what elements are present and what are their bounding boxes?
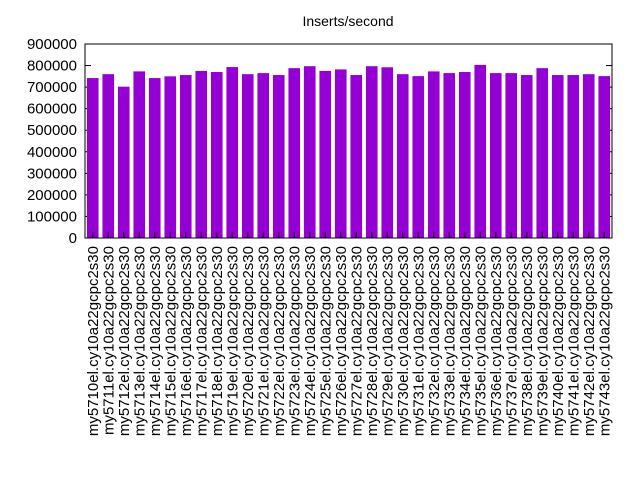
- y-tick-label: 700000: [27, 79, 77, 96]
- bar: [272, 75, 285, 238]
- bar: [427, 71, 440, 239]
- x-tick-label: my5710el.cy10a22gcpc2s30: [85, 246, 102, 436]
- x-tick-label: my5729el.cy10a22gcpc2s30: [379, 246, 396, 436]
- y-tick-label: 100000: [27, 208, 77, 225]
- x-tick-label: my5715el.cy10a22gcpc2s30: [162, 246, 179, 436]
- bar: [179, 75, 192, 238]
- x-tick-label: my5730el.cy10a22gcpc2s30: [395, 246, 412, 436]
- bar: [536, 68, 549, 239]
- x-tick-label: my5718el.cy10a22gcpc2s30: [209, 246, 226, 436]
- bar: [582, 74, 595, 238]
- x-tick-label: my5742el.cy10a22gcpc2s30: [581, 246, 598, 436]
- x-tick-label: my5732el.cy10a22gcpc2s30: [426, 246, 443, 436]
- bar: [567, 75, 580, 238]
- x-tick-label: my5717el.cy10a22gcpc2s30: [193, 246, 210, 436]
- x-tick-label: my5722el.cy10a22gcpc2s30: [271, 246, 288, 436]
- x-tick-label: my5725el.cy10a22gcpc2s30: [317, 246, 334, 436]
- y-tick-label: 600000: [27, 101, 77, 118]
- y-tick-label: 900000: [27, 36, 77, 53]
- y-tick-label: 200000: [27, 187, 77, 204]
- y-tick-label: 300000: [27, 165, 77, 182]
- x-tick-label: my5711el.cy10a22gcpc2s30: [100, 246, 117, 435]
- y-axis: 0 100000 200000 300000 400000 500000 600000 700…: [27, 36, 612, 247]
- bar: [148, 78, 161, 239]
- bar: [489, 73, 502, 238]
- y-tick-label: 800000: [27, 58, 77, 75]
- bar: [350, 75, 363, 238]
- x-tick-label: my5713el.cy10a22gcpc2s30: [131, 246, 148, 436]
- x-tick-label: my5712el.cy10a22gcpc2s30: [116, 246, 133, 436]
- x-tick-label: my5741el.cy10a22gcpc2s30: [565, 246, 582, 436]
- bar: [458, 72, 471, 239]
- bar: [210, 72, 223, 239]
- bar: [319, 70, 332, 238]
- x-tick-label: my5727el.cy10a22gcpc2s30: [348, 246, 365, 436]
- bar: [241, 74, 254, 238]
- bar: [551, 75, 564, 238]
- y-tick-label: 0: [69, 230, 77, 247]
- bar: [117, 86, 130, 239]
- bars: [86, 64, 611, 239]
- x-tick-label: my5738el.cy10a22gcpc2s30: [519, 246, 536, 436]
- x-tick-label: my5721el.cy10a22gcpc2s30: [255, 246, 272, 436]
- x-tick-label: my5720el.cy10a22gcpc2s30: [240, 246, 257, 436]
- x-tick-label: my5714el.cy10a22gcpc2s30: [147, 246, 164, 436]
- bar: [505, 73, 518, 238]
- x-tick-label: my5739el.cy10a22gcpc2s30: [534, 246, 551, 436]
- x-tick-label: my5736el.cy10a22gcpc2s30: [488, 246, 505, 436]
- x-tick-label: my5735el.cy10a22gcpc2s30: [472, 246, 489, 436]
- bar: [334, 69, 347, 239]
- x-tick-label: my5716el.cy10a22gcpc2s30: [178, 246, 195, 436]
- x-tick-label: my5734el.cy10a22gcpc2s30: [457, 246, 474, 436]
- bar: [381, 67, 394, 238]
- bar: [520, 75, 533, 238]
- y-tick-label: 500000: [27, 122, 77, 139]
- plot-frame: [84, 43, 613, 239]
- x-tick-label: my5726el.cy10a22gcpc2s30: [333, 246, 350, 436]
- y-tick-label: 400000: [27, 144, 77, 161]
- bar: [396, 74, 409, 238]
- x-tick-label: my5737el.cy10a22gcpc2s30: [503, 246, 520, 436]
- bar: [257, 73, 270, 238]
- x-tick-label: my5740el.cy10a22gcpc2s30: [550, 246, 567, 436]
- bar: [226, 67, 239, 238]
- bar: [412, 76, 425, 239]
- x-tick-label: my5719el.cy10a22gcpc2s30: [224, 246, 241, 436]
- bar: [598, 76, 611, 239]
- bar: [86, 78, 99, 239]
- x-tick-label: my5728el.cy10a22gcpc2s30: [364, 246, 381, 436]
- bar: [164, 76, 177, 238]
- bar: [102, 74, 115, 238]
- x-tick-label: my5724el.cy10a22gcpc2s30: [302, 246, 319, 436]
- x-tick-label: my5731el.cy10a22gcpc2s30: [410, 246, 427, 436]
- x-tick-label: my5743el.cy10a22gcpc2s30: [596, 246, 613, 436]
- bar: [443, 73, 456, 238]
- bar: [195, 70, 208, 238]
- bar: [288, 68, 301, 239]
- bar: [133, 71, 146, 239]
- x-tick-label: my5733el.cy10a22gcpc2s30: [441, 246, 458, 436]
- x-axis: my5710el.cy10a22gcpc2s30my5711el.cy10a22…: [85, 232, 613, 436]
- x-tick-label: my5723el.cy10a22gcpc2s30: [286, 246, 303, 436]
- bar: [303, 66, 316, 238]
- bar: [474, 64, 487, 238]
- bar: [365, 66, 378, 238]
- chart-title: Inserts/second: [302, 13, 393, 29]
